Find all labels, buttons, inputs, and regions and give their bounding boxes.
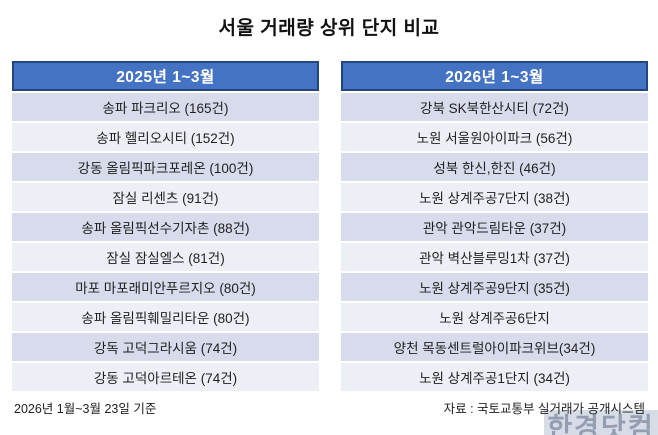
- table-2025: 2025년 1~3월 송파 파크리오 (165건) 송파 헬리오시티 (152건)…: [12, 61, 319, 393]
- table-row: 마포 마포래미안푸르지오 (80건): [12, 273, 319, 301]
- table-row: 송파 파크리오 (165건): [12, 93, 319, 121]
- table-row: 송파 올림픽선수기자촌 (88건): [12, 213, 319, 241]
- table-row: 양천 목동센트럴아이파크위브(34건): [341, 333, 648, 361]
- table-rows-2025: 송파 파크리오 (165건) 송파 헬리오시티 (152건) 강동 올림픽파크포레온…: [12, 93, 319, 391]
- table-row: 강독 고덕그라시움 (74건): [12, 333, 319, 361]
- table-row: 노원 상계주공7단지 (38건): [341, 183, 648, 211]
- table-row: 노원 서울원아이파크 (56건): [341, 123, 648, 151]
- infographic: 서울 거래량 상위 단지 비교 2025년 1~3월 송파 파크리오 (165건…: [0, 13, 658, 435]
- table-row: 노원 상계주공1단지 (34건): [341, 363, 648, 391]
- footer-note-source: 자료 : 국토교통부 실거래가 공개시스템: [443, 402, 645, 416]
- table-row: 잠실 리센츠 (91건): [12, 183, 319, 211]
- table-row: 송파 헬리오시티 (152건): [12, 123, 319, 151]
- table-row: 관악 관악드림타운 (37건): [341, 213, 648, 241]
- footer: 2026년 1월~3월 23일 기준 자료 : 국토교통부 실거래가 공개시스템: [14, 398, 645, 417]
- table-row: 강동 올림픽파크포레온 (100건): [12, 153, 319, 181]
- table-rows-2026: 강북 SK북한산시티 (72건) 노원 서울원아이파크 (56건) 성북 한신,한진…: [341, 93, 648, 391]
- footer-note-date: 2026년 1월~3월 23일 기준: [14, 402, 157, 416]
- page-title: 서울 거래량 상위 단지 비교: [218, 18, 440, 39]
- table-row: 노원 상계주공9단지 (35건): [341, 273, 648, 301]
- table-row: 강북 SK북한산시티 (72건): [341, 93, 648, 121]
- table-header-2026: 2026년 1~3월: [341, 61, 648, 91]
- comparison-tables: 2025년 1~3월 송파 파크리오 (165건) 송파 헬리오시티 (152건)…: [12, 61, 648, 393]
- table-header-2025: 2025년 1~3월: [12, 61, 319, 91]
- table-row: 잠실 잠실엘스 (81건): [12, 243, 319, 271]
- table-row: 노원 상계주공6단지: [341, 303, 648, 331]
- table-row: 관악 벽산블루밍1차 (37건): [341, 243, 648, 271]
- table-row: 송파 올림픽훼밀리타운 (80건): [12, 303, 319, 331]
- table-2026: 2026년 1~3월 강북 SK북한산시티 (72건) 노원 서울원아이파크 (5…: [341, 61, 648, 393]
- table-row: 강동 고덕아르테온 (74건): [12, 363, 319, 391]
- table-row: 성북 한신,한진 (46건): [341, 153, 648, 181]
